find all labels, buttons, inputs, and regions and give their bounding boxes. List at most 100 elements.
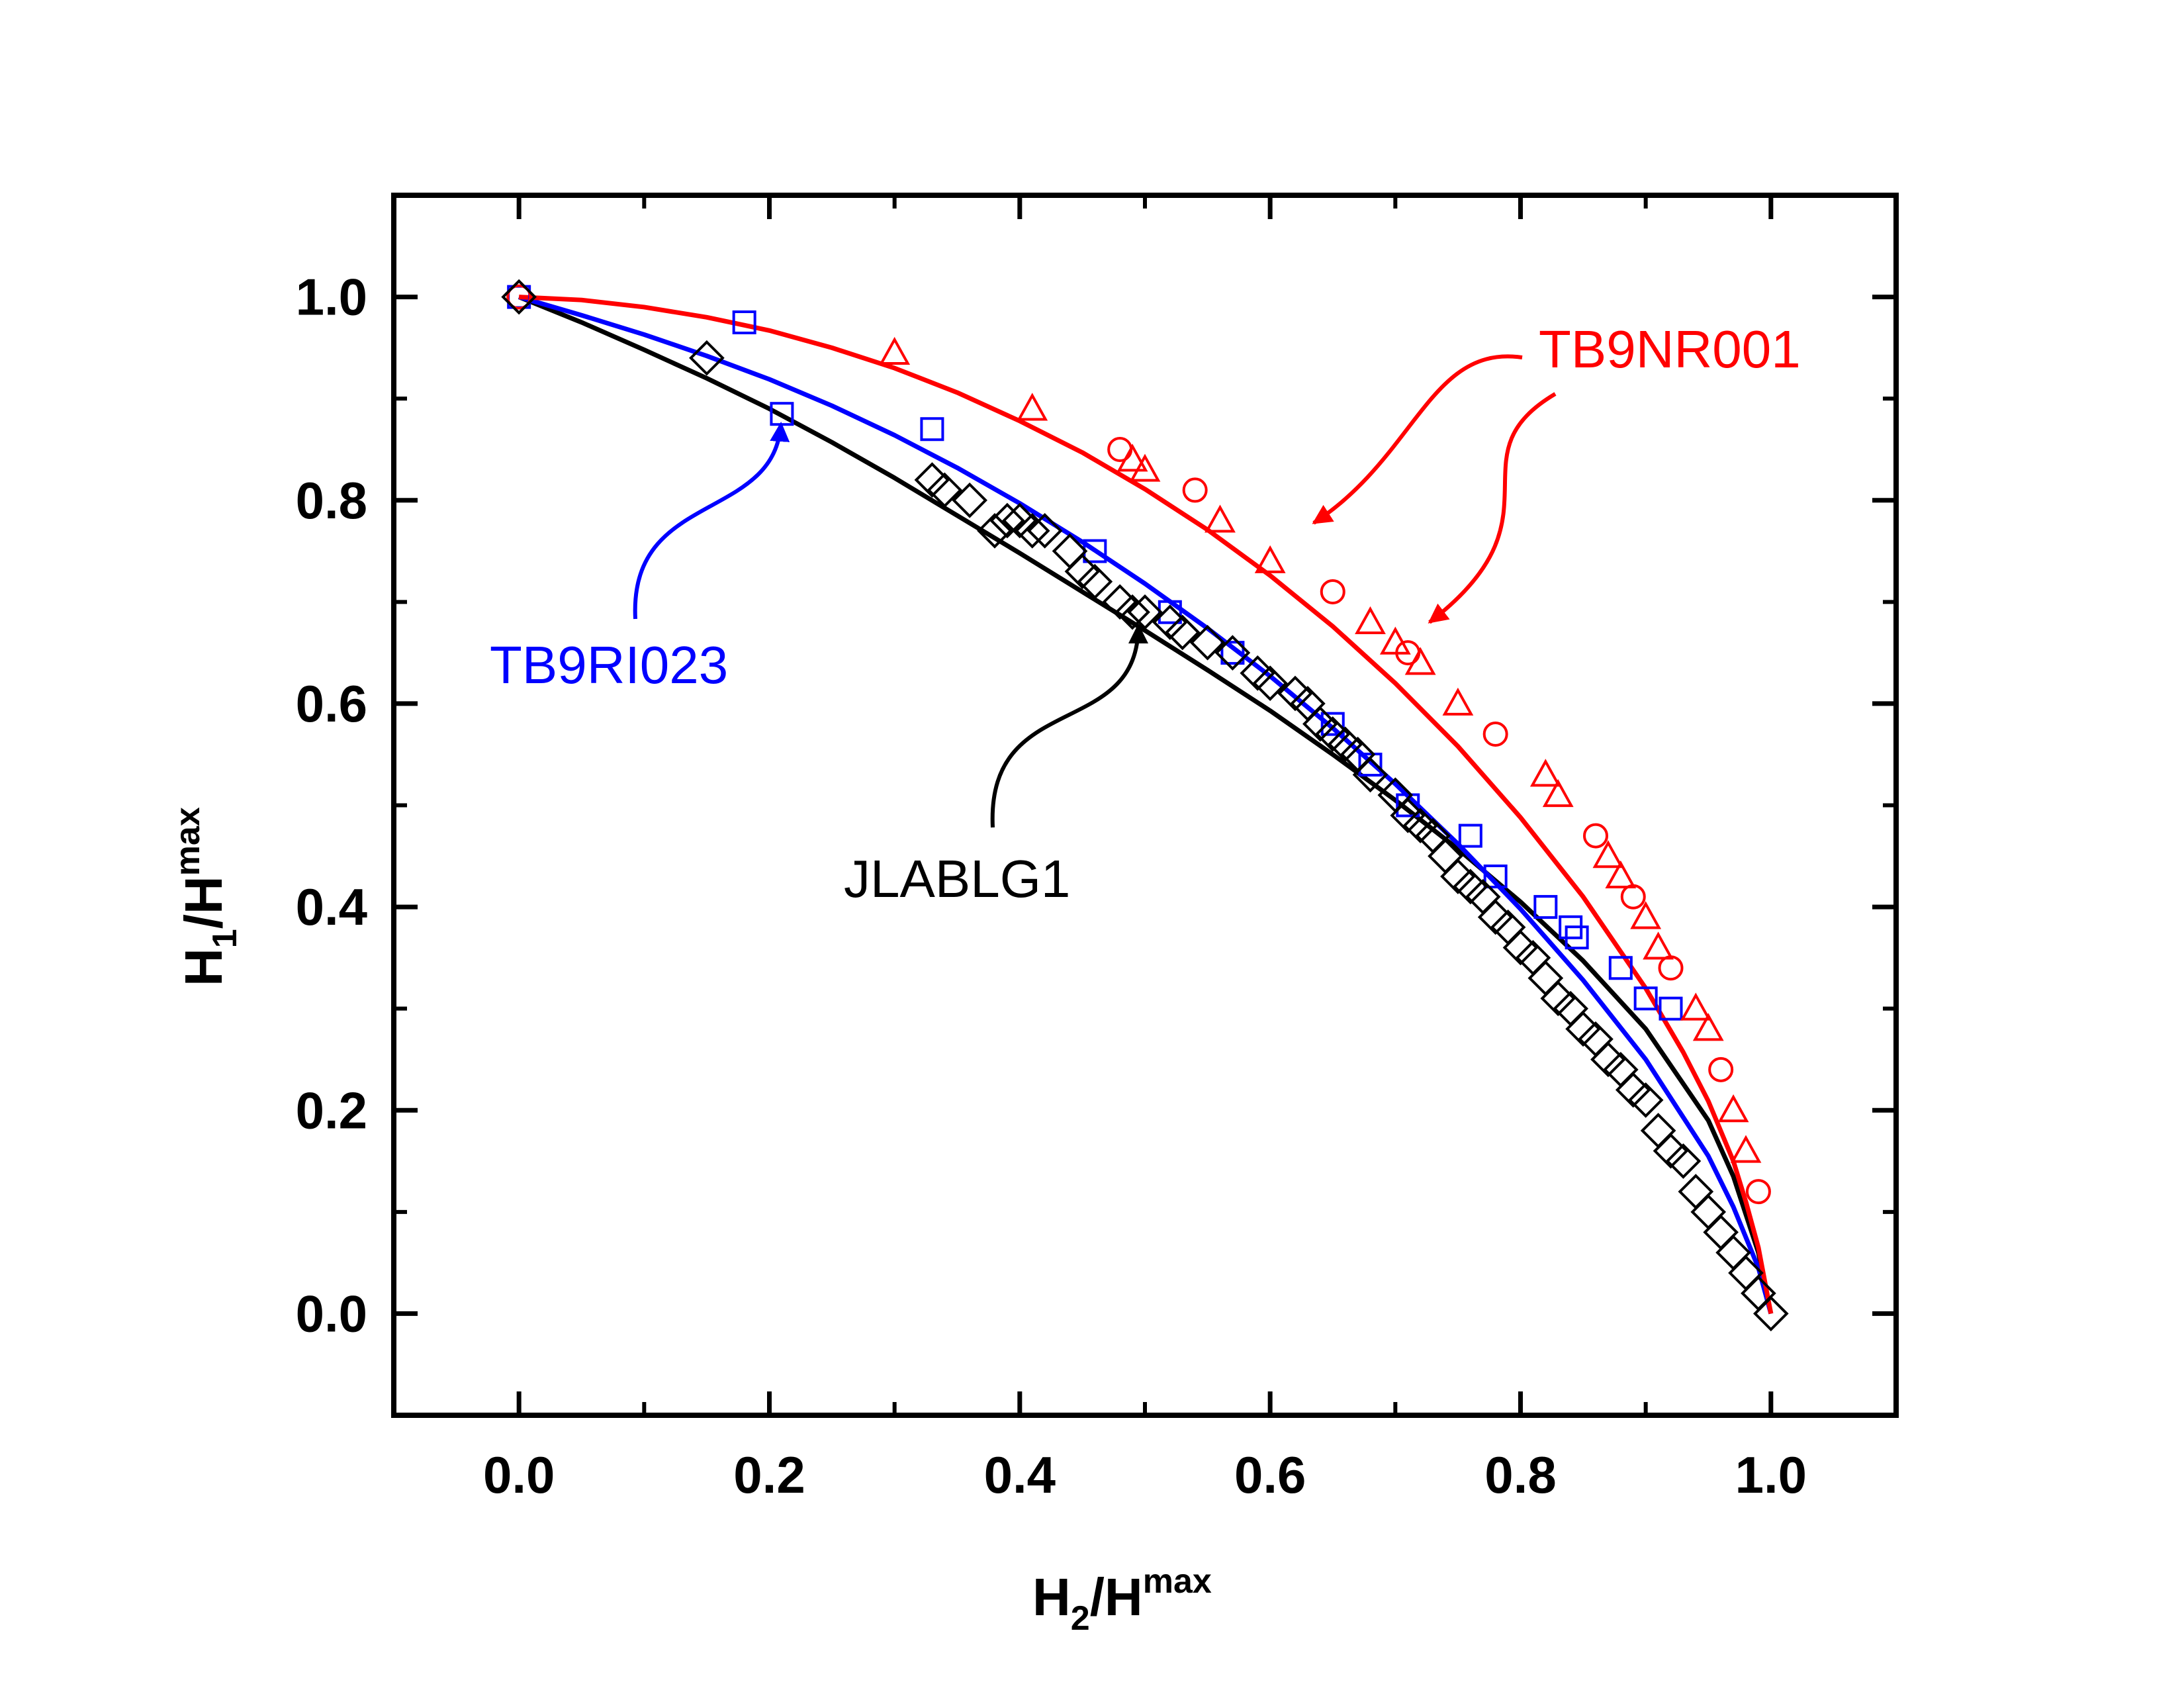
jlablg1-point [1653, 1133, 1689, 1169]
jlablg1-point [1502, 929, 1539, 966]
fit-line-jlablg1 [518, 295, 1774, 1315]
tb9nr001-point [1717, 1094, 1749, 1123]
annotation-tb9ri023: TB9RI023 [490, 635, 728, 694]
jlablg1-point [1553, 990, 1588, 1027]
tb9ri023-point [1458, 823, 1482, 848]
jlablg1-point [1352, 757, 1388, 793]
jlablg1-point [1603, 1051, 1639, 1088]
tick-labels: 0.0 0.2 0.4 0.6 0.8 1.0 0.0 0.2 0.4 0.6 0.8 1.0 [296, 268, 1807, 1504]
jlablg1-point [689, 340, 725, 376]
jlablg1-point [914, 462, 950, 498]
tb9ri023-point [1396, 793, 1420, 818]
jlablg1-point [1678, 1174, 1714, 1209]
x-tick-label: 0.8 [1484, 1446, 1556, 1504]
tb9ri023-point [1633, 986, 1658, 1011]
tb9nr001-point [1592, 840, 1624, 868]
jlablg1-point [1164, 614, 1201, 651]
tb9nr001-point [1116, 444, 1148, 472]
tb9ri023-point [732, 310, 756, 334]
annotation-tb9nr001: TB9NR001 [1539, 320, 1801, 379]
tb9ri023-point [1533, 895, 1558, 919]
tb9nr001-point [1482, 721, 1508, 747]
tb9nr001-point [1708, 1056, 1734, 1082]
tb9nr001-point [1254, 545, 1286, 573]
x-axis-title: H2/Hmax [1032, 1562, 1212, 1638]
y-tick-label: 0.2 [296, 1081, 367, 1139]
tb9nr001-point [1730, 1135, 1762, 1163]
jlablg1-point [1753, 1295, 1789, 1332]
y-tick-label: 0.4 [296, 878, 367, 936]
annotation-arrow-tb9ri023 [633, 422, 790, 620]
jlablg1-point [1640, 1113, 1676, 1149]
jlablg1-point [1590, 1041, 1626, 1078]
y-tick-label: 1.0 [296, 268, 367, 326]
tb9ri023-point [1320, 712, 1345, 736]
x-tick-label: 0.6 [1234, 1446, 1306, 1504]
tb9nr001-point [1658, 955, 1684, 981]
annotation-arrow-tb9nr001-b [1428, 392, 1557, 624]
jlablg1-point [501, 279, 537, 315]
tb9nr001-point [1680, 992, 1711, 1021]
jlablg1-point [1515, 940, 1551, 976]
tb9nr001-point [1692, 1013, 1724, 1041]
tb9nr001-point [1017, 393, 1048, 421]
tb9ri023-point [1483, 865, 1508, 889]
tb9nr001-point [1404, 647, 1436, 675]
jlablg1-point [1703, 1214, 1739, 1250]
jlablg1-point [1627, 1082, 1664, 1118]
jlablg1-point [1252, 665, 1288, 702]
jlablg1-point [1715, 1235, 1751, 1271]
data-points [501, 279, 1789, 1332]
tb9nr001-point [1442, 687, 1474, 716]
tb9ri023-point [1659, 996, 1683, 1021]
fit-line-tb9nr001 [518, 295, 1774, 1315]
y-tick-label: 0.6 [296, 675, 367, 733]
x-tick-label: 0.4 [984, 1446, 1056, 1504]
tb9nr001-point [1355, 606, 1386, 635]
tb9nr001-point [1630, 901, 1662, 929]
x-tick-label: 0.0 [483, 1446, 555, 1504]
tb9ri023-point [1358, 753, 1383, 777]
tb9nr001-point [1129, 453, 1161, 482]
jlablg1-point [1189, 624, 1226, 661]
jlablg1-point [1578, 1021, 1614, 1057]
jlablg1-point [1014, 512, 1050, 549]
tb9nr001-point [1745, 1179, 1771, 1205]
tb9ri023-point [1220, 641, 1245, 665]
tb9nr001-point [1205, 504, 1236, 533]
jlablg1-point [1453, 868, 1488, 905]
tb9nr001-point [1529, 759, 1561, 787]
fit-line-tb9ri023 [518, 295, 1774, 1315]
tb9nr001-point [1605, 860, 1637, 889]
plot-frame [391, 193, 1899, 1418]
tb9nr001-point [1320, 579, 1345, 604]
annotation-arrow-tb9nr001-a [1312, 354, 1523, 525]
annotation-arrow-jlablg1 [990, 624, 1148, 828]
tb9nr001-point [1542, 779, 1574, 808]
x-tick-label: 0.2 [733, 1446, 805, 1504]
y-axis-title: H1/Hmax [169, 807, 244, 986]
jlablg1-point [1077, 563, 1113, 600]
jlablg1-point [989, 502, 1025, 539]
jlablg1-point [1615, 1072, 1651, 1108]
fit-lines [518, 295, 1774, 1315]
jlablg1-point [927, 472, 963, 508]
jlablg1-point [1490, 909, 1526, 945]
jlablg1-point [1527, 960, 1564, 996]
tb9nr001-point [1620, 884, 1646, 910]
x-tick-label: 1.0 [1735, 1446, 1807, 1504]
jlablg1-point [1690, 1194, 1727, 1230]
tb9nr001-point [1583, 823, 1608, 849]
tb9ri023-point [920, 417, 944, 442]
tb9nr001-point [1182, 477, 1208, 503]
y-tick-label: 0.0 [296, 1284, 367, 1342]
tb9ri023-point [1565, 925, 1589, 950]
tb9nr001-point [506, 284, 532, 310]
jlablg1-point [1665, 1143, 1702, 1179]
jlablg1-point [1565, 1011, 1601, 1047]
annotation-jlablg1: JLABLG1 [844, 849, 1070, 908]
jlablg1-point [1540, 980, 1576, 1017]
jlablg1-point [952, 482, 987, 518]
jlablg1-point [1214, 635, 1251, 671]
